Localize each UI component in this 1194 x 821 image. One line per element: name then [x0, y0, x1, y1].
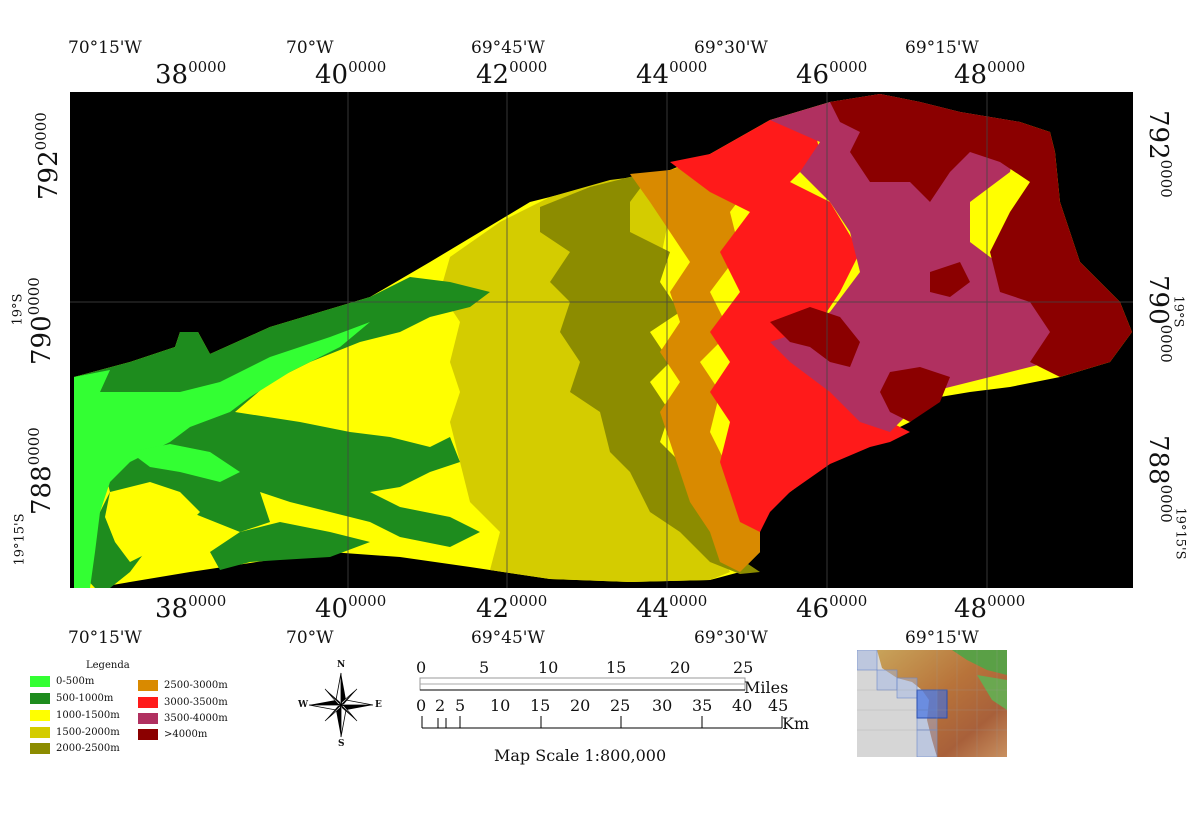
- utm-northing-right: 7920000: [1143, 110, 1175, 198]
- utm-easting-top: 400000: [315, 58, 387, 90]
- legend-item: 0-500m: [30, 676, 94, 687]
- lon-label-bottom: 70°W: [286, 628, 334, 648]
- scale-km-tick: 0: [416, 696, 427, 715]
- legend-swatch: [30, 676, 50, 687]
- scale-km-tick: 45: [768, 696, 789, 715]
- legend-item: 3000-3500m: [138, 697, 228, 708]
- scale-km-tick: 35: [692, 696, 713, 715]
- lon-label-bottom: 69°30'W: [694, 628, 768, 648]
- legend-swatch: [138, 680, 158, 691]
- legend-item: 1000-1500m: [30, 710, 120, 721]
- lon-label-top: 70°W: [286, 38, 334, 58]
- scale-mile-tick: 5: [479, 658, 490, 677]
- band-2000-2500: [540, 175, 760, 574]
- legend-item: >4000m: [138, 729, 207, 740]
- lat-label-left: 19°15'S: [12, 513, 28, 566]
- scale-bar: 0 5 10 15 20 25 Miles 0 2 5 10 15 20 25 …: [410, 656, 810, 766]
- compass-rose: N S E W: [296, 660, 386, 750]
- scale-mile-tick: 10: [538, 658, 559, 677]
- band-above-4000: [830, 94, 1132, 377]
- utm-northing-left: 7880000: [25, 427, 57, 515]
- inset-study-area: [916, 689, 948, 719]
- scale-mile-tick: 20: [670, 658, 691, 677]
- legend-swatch: [30, 693, 50, 704]
- utm-easting-bottom: 460000: [796, 592, 868, 624]
- lon-label-top: 69°15'W: [905, 38, 979, 58]
- band-0-500: [74, 322, 370, 588]
- legend-swatch: [138, 697, 158, 708]
- scale-miles-bar: [419, 677, 746, 691]
- map-grid: [70, 92, 1133, 588]
- compass-west-label: W: [298, 700, 309, 710]
- utm-easting-bottom: 440000: [636, 592, 708, 624]
- scale-mile-tick: 0: [416, 658, 427, 677]
- lon-label-bottom: 69°15'W: [905, 628, 979, 648]
- utm-northing-right: 7880000: [1143, 435, 1175, 523]
- scale-km-bar: [421, 716, 783, 729]
- lon-label-bottom: 70°15'W: [68, 628, 142, 648]
- utm-easting-top: 380000: [155, 58, 227, 90]
- scale-km-tick: 5: [455, 696, 466, 715]
- utm-northing-left: 7900000: [25, 277, 57, 365]
- legend-item: 500-1000m: [30, 693, 113, 704]
- scale-km-unit: Km: [782, 714, 810, 733]
- lat-label-left: 19°S: [10, 293, 26, 326]
- legend-swatch: [138, 713, 158, 724]
- utm-easting-top: 420000: [476, 58, 548, 90]
- utm-easting-bottom: 380000: [155, 592, 227, 624]
- scale-miles-unit: Miles: [744, 678, 789, 697]
- utm-easting-top: 460000: [796, 58, 868, 90]
- lon-label-bottom: 69°45'W: [471, 628, 545, 648]
- scale-mile-tick: 15: [606, 658, 627, 677]
- compass-east-label: E: [375, 700, 382, 710]
- scale-km-tick: 20: [570, 696, 591, 715]
- band-above-4000-patch: [930, 262, 970, 297]
- lon-label-top: 69°30'W: [694, 38, 768, 58]
- legend-swatch: [138, 729, 158, 740]
- legend-title: Legenda: [86, 660, 130, 671]
- legend-item: 2500-3000m: [138, 680, 228, 691]
- band-above-4000-patch: [880, 367, 950, 422]
- utm-easting-top: 480000: [954, 58, 1026, 90]
- legend-item: 3500-4000m: [138, 713, 228, 724]
- band-1000-1500-patch: [105, 482, 200, 562]
- band-above-4000-patch: [770, 307, 860, 367]
- band-500-1000-channel: [210, 522, 370, 570]
- legend-item: 2000-2500m: [30, 743, 120, 754]
- lon-label-top: 69°45'W: [471, 38, 545, 58]
- scale-mile-tick: 25: [733, 658, 754, 677]
- scale-km-tick: 40: [732, 696, 753, 715]
- legend-swatch: [30, 743, 50, 754]
- scale-km-tick: 30: [652, 696, 673, 715]
- scale-km-tick: 10: [490, 696, 511, 715]
- legend-swatch: [30, 727, 50, 738]
- scale-km-tick: 15: [530, 696, 551, 715]
- compass-south-label: S: [338, 739, 345, 749]
- utm-easting-top: 440000: [636, 58, 708, 90]
- band-0-500-branch: [130, 444, 240, 482]
- legend: Legenda 0-500m 500-1000m 1000-1500m 1500…: [30, 660, 260, 760]
- scale-km-tick: 2: [435, 696, 446, 715]
- lon-label-top: 70°15'W: [68, 38, 142, 58]
- utm-northing-right: 7900000: [1143, 275, 1175, 363]
- utm-easting-bottom: 480000: [954, 592, 1026, 624]
- compass-north-label: N: [337, 660, 346, 670]
- utm-easting-bottom: 400000: [315, 592, 387, 624]
- inset-location-map: [857, 650, 1007, 757]
- scale-km-tick: 25: [610, 696, 631, 715]
- scale-title: Map Scale 1:800,000: [494, 746, 667, 765]
- utm-easting-bottom: 420000: [476, 592, 548, 624]
- lat-label-right: 19°15'S: [1172, 507, 1188, 560]
- elevation-map: [70, 92, 1133, 588]
- utm-northing-left: 7920000: [32, 112, 64, 200]
- compass-star-icon: [308, 672, 374, 738]
- legend-item: 1500-2000m: [30, 727, 120, 738]
- legend-swatch: [30, 710, 50, 721]
- lat-label-right: 19°S: [1170, 295, 1186, 328]
